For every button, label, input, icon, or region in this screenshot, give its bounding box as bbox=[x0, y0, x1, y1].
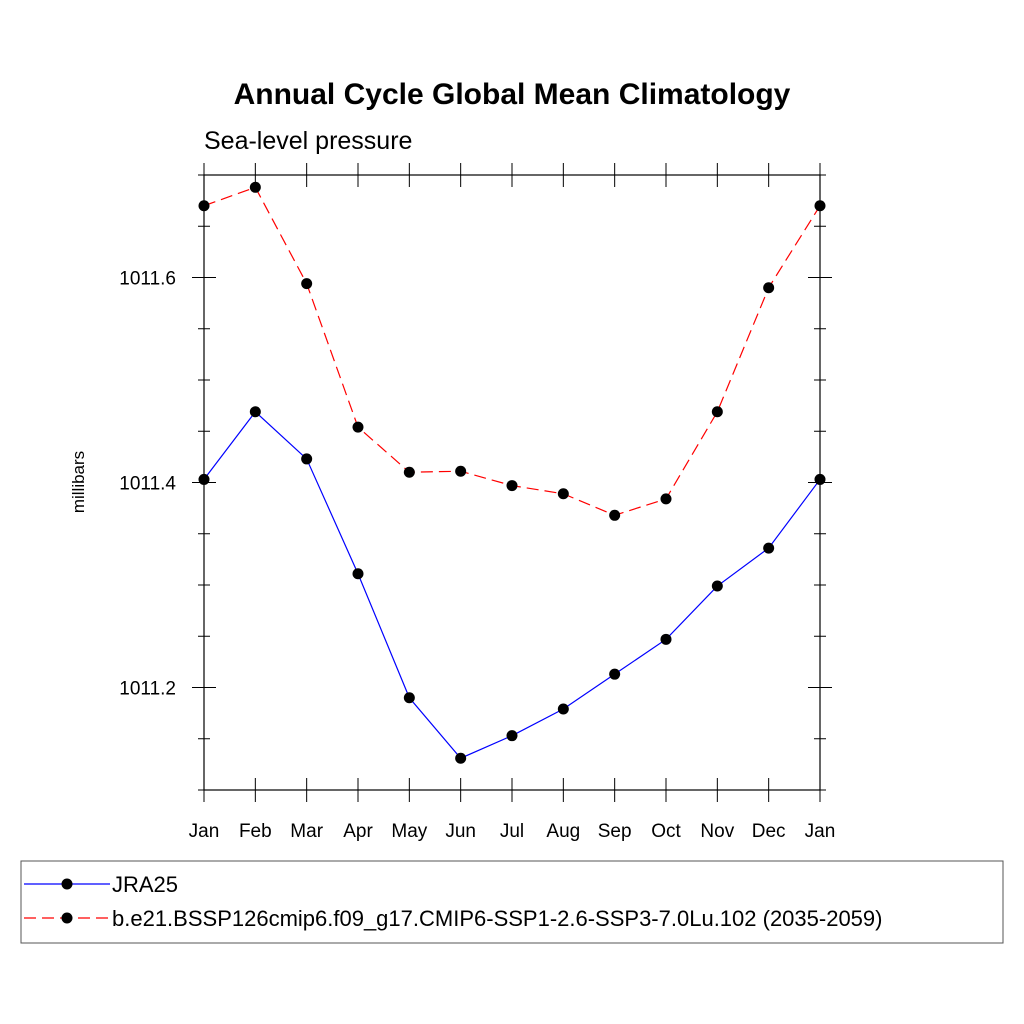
series-1 bbox=[198, 406, 826, 764]
data-point bbox=[660, 633, 672, 645]
series-line bbox=[203, 410, 821, 759]
data-point bbox=[198, 200, 210, 212]
chart-title: Annual Cycle Global Mean Climatology bbox=[234, 78, 791, 111]
data-point bbox=[763, 282, 775, 294]
legend-marker bbox=[61, 878, 73, 890]
data-point bbox=[352, 568, 364, 580]
data-point bbox=[557, 488, 569, 500]
x-tick-label: Mar bbox=[290, 821, 323, 842]
data-point bbox=[249, 406, 261, 418]
x-tick-label: May bbox=[391, 821, 427, 842]
x-tick-label: Dec bbox=[752, 821, 786, 842]
data-point bbox=[660, 493, 672, 505]
data-point bbox=[506, 730, 518, 742]
series-line bbox=[203, 186, 821, 516]
y-tick-label: 1011.2 bbox=[119, 679, 176, 700]
legend-box bbox=[20, 860, 1004, 944]
data-point bbox=[557, 703, 569, 715]
data-point bbox=[455, 752, 467, 764]
data-point bbox=[455, 465, 467, 477]
series-2 bbox=[198, 181, 826, 521]
data-point bbox=[609, 509, 621, 521]
data-point bbox=[506, 480, 518, 492]
x-tick-label: Apr bbox=[343, 821, 373, 842]
x-tick-label: Feb bbox=[239, 821, 272, 842]
legend-label: JRA25 bbox=[112, 872, 178, 897]
data-point bbox=[814, 473, 826, 485]
x-tick-label: Jul bbox=[500, 821, 524, 842]
data-point bbox=[403, 692, 415, 704]
data-point bbox=[711, 406, 723, 418]
data-point bbox=[403, 466, 415, 478]
x-tick-label: Aug bbox=[546, 821, 580, 842]
data-point bbox=[711, 580, 723, 592]
chart-subtitle: Sea-level pressure bbox=[204, 127, 412, 155]
x-tick-label: Jun bbox=[445, 821, 476, 842]
data-point bbox=[301, 453, 313, 465]
legend: JRA25 b.e21.BSSP126cmip6.f09_g17.CMIP6-SS… bbox=[20, 860, 1004, 944]
data-point bbox=[814, 200, 826, 212]
legend-label: b.e21.BSSP126cmip6.f09_g17.CMIP6-SSP1-2.… bbox=[112, 906, 882, 931]
legend-marker bbox=[61, 912, 73, 924]
data-point bbox=[198, 473, 210, 485]
data-point bbox=[249, 181, 261, 193]
x-tick-label: Jan bbox=[805, 821, 836, 842]
data-point bbox=[301, 278, 313, 290]
x-tick-label: Oct bbox=[651, 821, 681, 842]
x-tick-label: Jan bbox=[189, 821, 220, 842]
y-tick-label: 1011.6 bbox=[119, 269, 176, 290]
data-point bbox=[352, 421, 364, 433]
data-point bbox=[609, 668, 621, 680]
y-tick-label: 1011.4 bbox=[119, 474, 176, 495]
data-point bbox=[763, 542, 775, 554]
x-tick-label: Nov bbox=[700, 821, 734, 842]
y-axis-label: millibars bbox=[69, 451, 88, 513]
x-tick-label: Sep bbox=[598, 821, 632, 842]
